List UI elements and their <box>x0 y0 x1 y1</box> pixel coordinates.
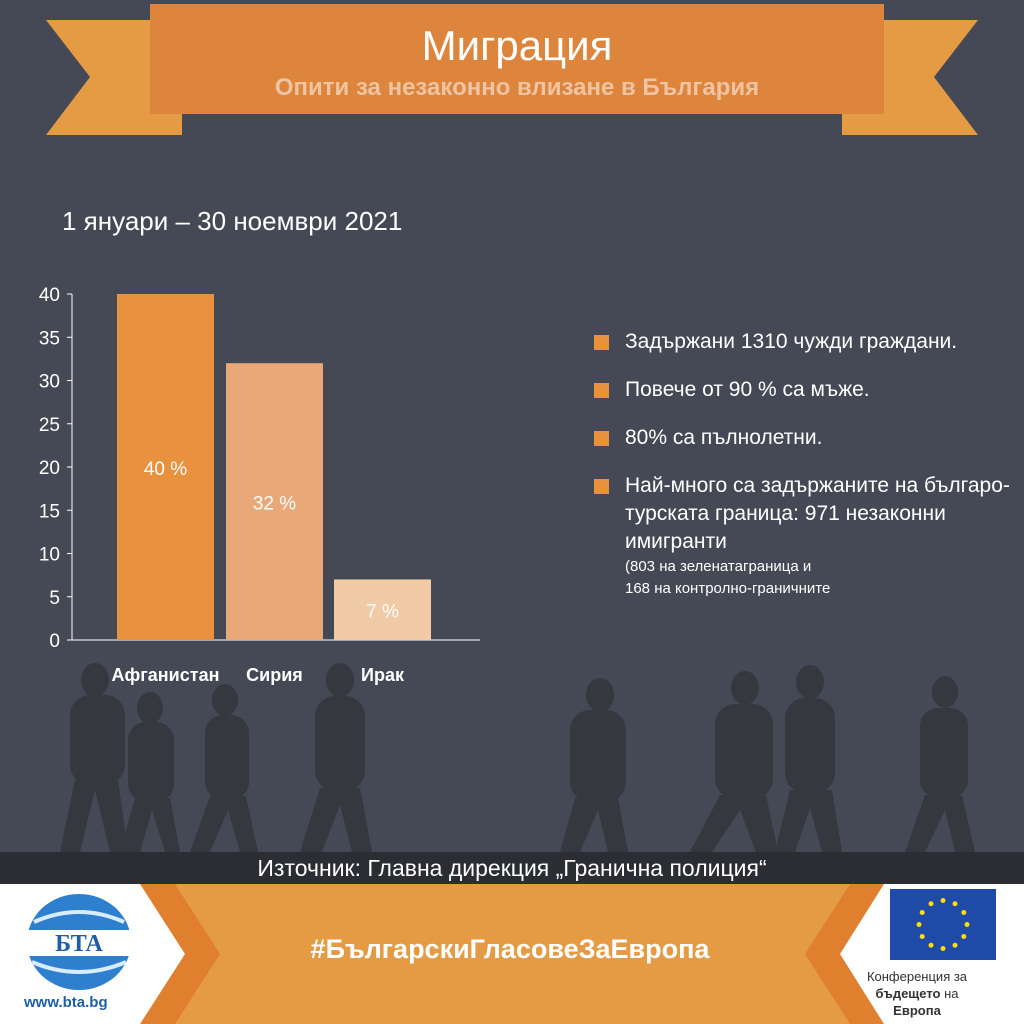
fact-text: Повече от 90 % са мъже. <box>625 378 870 401</box>
fact-item: Задържани 1310 чужди граждани. <box>594 328 1014 356</box>
y-tick-label: 30 <box>39 372 60 393</box>
eu-star-icon <box>940 946 946 951</box>
hashtag-text: #БългарскиГласовеЗаЕвропа <box>310 934 710 964</box>
bullet-square-icon <box>594 479 609 494</box>
eu-flag-icon <box>890 889 996 960</box>
eu-star-icon <box>928 901 934 907</box>
eu-star-icon <box>961 934 967 939</box>
eu-star-icon <box>916 922 922 927</box>
source-text: Източник: Главна дирекция „Гранична поли… <box>257 855 767 881</box>
bullet-square-icon <box>594 335 609 350</box>
y-tick-label: 25 <box>39 415 60 436</box>
eu-text-line: бъдещето на <box>875 986 959 1001</box>
eu-star-icon <box>919 934 925 939</box>
eu-star-icon <box>964 922 970 927</box>
x-category-label: Ирак <box>361 665 405 685</box>
eu-star-icon <box>952 942 958 948</box>
y-tick-label: 0 <box>49 631 60 652</box>
fact-item: Най-много са задържаните на българо-турс… <box>594 472 1014 600</box>
eu-star-icon <box>961 910 967 915</box>
eu-star-icon <box>928 942 934 948</box>
bullet-square-icon <box>594 431 609 446</box>
eu-star-icon <box>952 901 958 907</box>
bar-chart: 0 5 10 15 20 25 30 35 40 40 % Афганистан 32 % Сирия… <box>39 285 480 685</box>
source-bar <box>0 852 1024 884</box>
y-tick-label: 40 <box>39 285 60 306</box>
title-banner <box>46 4 978 135</box>
x-category-label: Афганистан <box>112 665 220 685</box>
fact-text: Задържани 1310 чужди граждани. <box>625 330 958 353</box>
facts-list: Задържани 1310 чужди граждани. Повече от… <box>594 328 1014 620</box>
fact-text-block: Най-много са задържаните на българо-турс… <box>625 472 1014 600</box>
y-tick-label: 5 <box>49 588 60 609</box>
eu-text-line: Европа <box>893 1003 941 1018</box>
eu-star-icon <box>919 910 925 915</box>
bta-logo-text: БТА <box>55 931 103 957</box>
bullet-square-icon <box>594 383 609 398</box>
fact-text: 80% са пълнолетни. <box>625 426 823 449</box>
bar-Афганистан <box>117 294 214 640</box>
date-range: 1 януари – 30 ноември 2021 <box>62 206 403 236</box>
page-subtitle: Опити за незаконно влизане в България <box>274 74 760 101</box>
y-tick-label: 35 <box>39 328 60 349</box>
bta-website-link[interactable]: www.bta.bg <box>24 994 108 1011</box>
eu-text-line: Конференция за <box>866 969 968 984</box>
fact-item: 80% са пълнолетни. <box>594 424 1014 452</box>
fact-item: Повече от 90 % са мъже. <box>594 376 1014 404</box>
y-tick-label: 20 <box>39 458 60 479</box>
fact-note-line: 168 на контролно-граничните <box>625 580 831 597</box>
bar-data-label: 32 % <box>253 494 296 515</box>
migrant-silhouettes <box>60 663 975 852</box>
hashtag-ribbon <box>140 884 884 1024</box>
x-category-label: Сирия <box>246 665 303 685</box>
bar-data-label: 7 % <box>366 602 399 623</box>
fact-text: Най-много са задържаните на българо-турс… <box>625 474 1010 553</box>
page-title: Миграция <box>421 22 613 69</box>
y-tick-label: 15 <box>39 501 60 522</box>
bar-Ирак <box>334 579 431 640</box>
fact-note-line: (803 на зеленатаграница и <box>625 558 812 575</box>
eu-conference-text: Конференция за бъдещето на Европа <box>862 968 972 1019</box>
bta-logo: БТА <box>24 894 134 990</box>
bar-Сирия <box>226 363 323 640</box>
eu-star-icon <box>940 898 946 903</box>
bar-data-label: 40 % <box>144 459 187 480</box>
y-tick-label: 10 <box>39 545 60 566</box>
